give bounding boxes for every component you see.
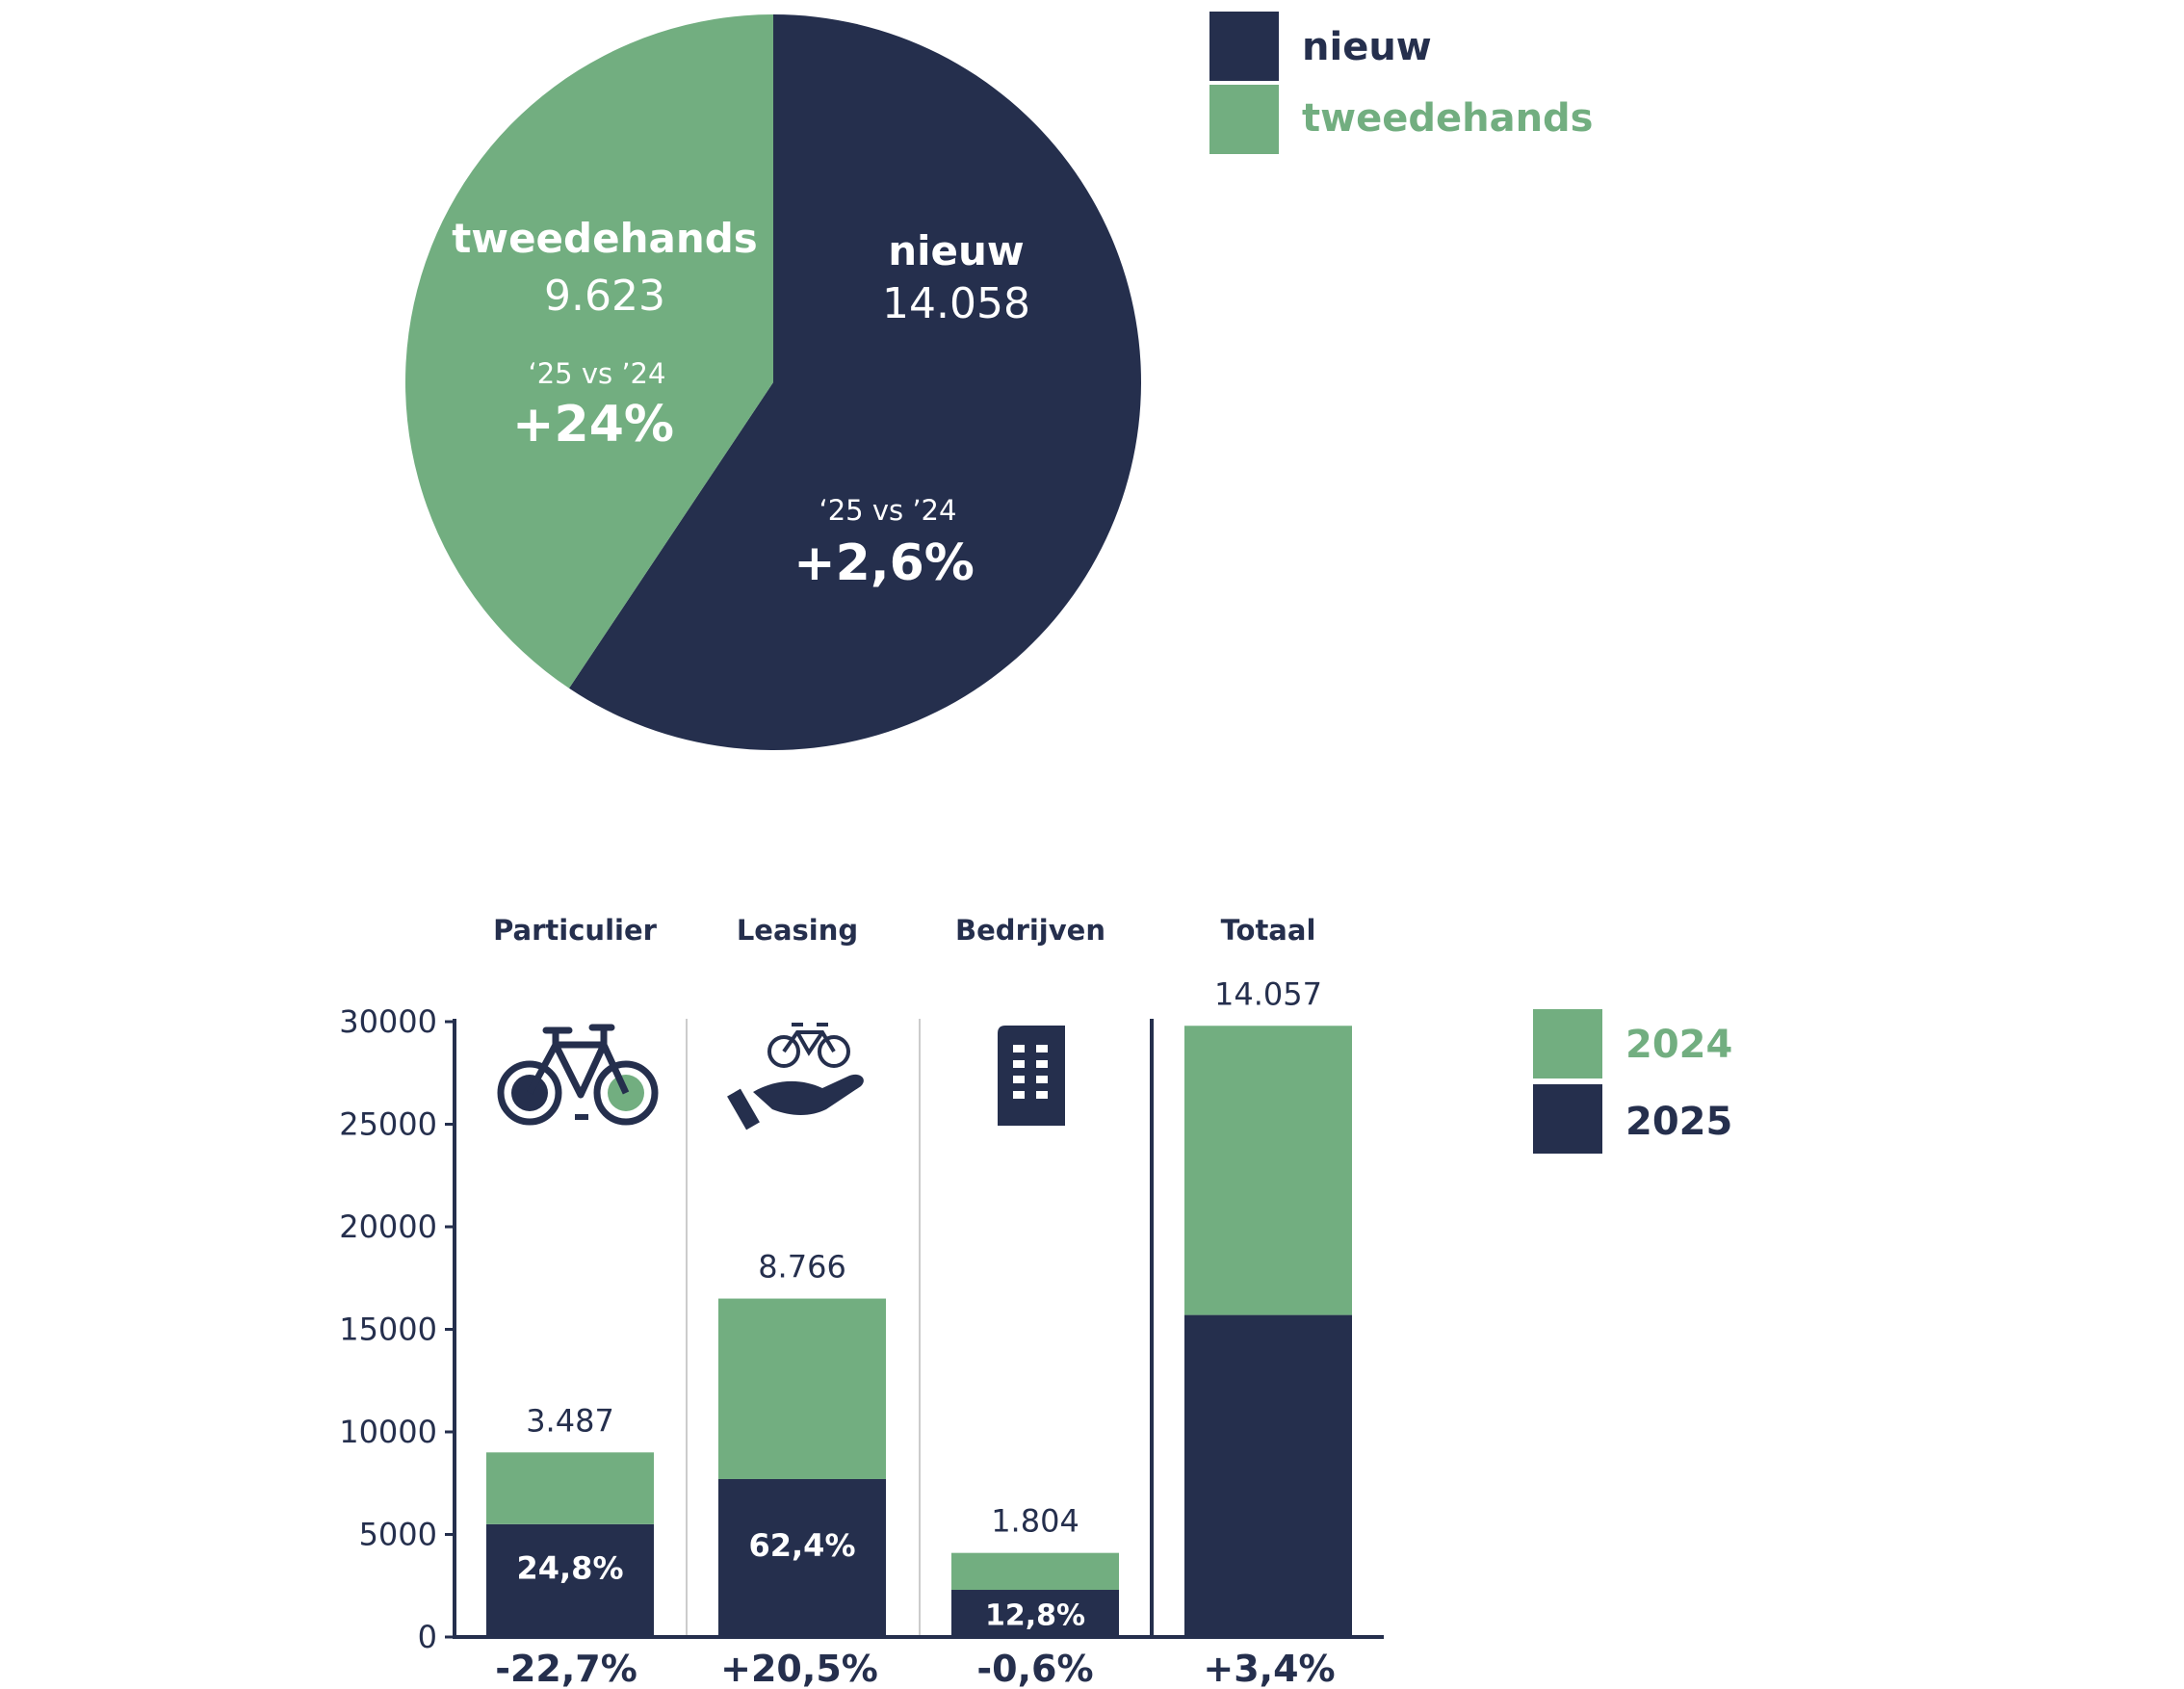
pie-label-nieuw-name: nieuw xyxy=(888,227,1024,274)
legend-swatch-tweedehands xyxy=(1209,85,1279,154)
y-tick-label: 10000 xyxy=(339,1414,437,1450)
y-tick-label: 30000 xyxy=(339,1003,437,1040)
pie-label-nieuw-cmp: ‘25 vs ’24 xyxy=(819,494,957,527)
bar-inner-label-leasing: 62,4% xyxy=(748,1527,855,1564)
change-label-bedrijven: -0,6% xyxy=(976,1648,1093,1689)
pie-label-tweedehands-cmp: ‘25 vs ’24 xyxy=(529,357,666,390)
pie-slice-tweedehands xyxy=(404,14,773,689)
legend-swatch-2024 xyxy=(1533,1009,1602,1078)
category-header-bedrijven: Bedrijven xyxy=(955,914,1105,947)
bar-top-label-particulier: 3.487 xyxy=(526,1402,614,1439)
pie-legend: nieuw tweedehands xyxy=(1209,12,1593,154)
leasing-hand-bicycle-icon xyxy=(727,1023,864,1130)
category-header-particulier: Particulier xyxy=(493,914,658,947)
bar-top-label-leasing: 8.766 xyxy=(758,1249,846,1286)
bar-2025-bedrijven xyxy=(951,1590,1119,1637)
legend-label-tweedehands: tweedehands xyxy=(1302,96,1593,141)
legend-label-nieuw: nieuw xyxy=(1302,25,1432,69)
bicycle-icon xyxy=(497,1024,659,1126)
bars-group xyxy=(486,1026,1352,1637)
bar-legend: 2024 2025 xyxy=(1533,1009,1732,1154)
category-header-leasing: Leasing xyxy=(737,914,858,947)
pie-label-nieuw-value: 14.058 xyxy=(882,279,1030,328)
y-tick-label: 20000 xyxy=(339,1208,437,1245)
bar-top-label-totaal: 14.057 xyxy=(1214,975,1322,1012)
bar-2025-particulier xyxy=(486,1523,654,1637)
bar-2025-leasing xyxy=(718,1478,886,1637)
category-dividers xyxy=(686,1019,1154,1635)
bar-2024-bedrijven xyxy=(951,1552,1119,1591)
bar-chart: 0 5000 10000 15000 20000 25000 30000 Particuli… xyxy=(339,914,1384,1689)
change-label-totaal: +3,4% xyxy=(1203,1648,1335,1689)
bar-top-label-bedrijven: 1.804 xyxy=(991,1503,1079,1540)
legend-label-2024: 2024 xyxy=(1625,1023,1732,1067)
bar-2024-particulier xyxy=(486,1452,654,1524)
pie-slice-nieuw xyxy=(568,14,1141,751)
legend-swatch-2025 xyxy=(1533,1084,1602,1154)
bar-2025-totaal xyxy=(1184,1314,1352,1637)
change-label-particulier: -22,7% xyxy=(495,1648,637,1689)
y-tick-label: 0 xyxy=(418,1619,437,1655)
y-tick-label: 5000 xyxy=(359,1517,437,1553)
bar-2024-totaal xyxy=(1184,1026,1352,1315)
legend-swatch-nieuw xyxy=(1209,12,1279,81)
y-axis-ticks: 0 5000 10000 15000 20000 25000 30000 xyxy=(339,1003,455,1655)
pie-label-tweedehands-change: +24% xyxy=(512,396,674,454)
change-label-leasing: +20,5% xyxy=(720,1648,878,1689)
y-tick-label: 25000 xyxy=(339,1106,437,1143)
pie-chart: tweedehands 9.623 ‘25 vs ’24 +24% nieuw … xyxy=(404,14,1141,751)
pie-label-tweedehands-name: tweedehands xyxy=(452,215,758,262)
y-tick-label: 15000 xyxy=(339,1312,437,1348)
bar-inner-label-particulier: 24,8% xyxy=(516,1549,623,1586)
office-building-icon xyxy=(998,1026,1065,1126)
pie-label-tweedehands-value: 9.623 xyxy=(544,272,665,321)
legend-label-2025: 2025 xyxy=(1625,1100,1732,1144)
bar-inner-label-bedrijven: 12,8% xyxy=(985,1599,1085,1633)
pie-label-nieuw-change: +2,6% xyxy=(793,534,975,592)
bar-2024-leasing xyxy=(718,1298,886,1479)
category-header-totaal: Totaal xyxy=(1221,914,1316,947)
